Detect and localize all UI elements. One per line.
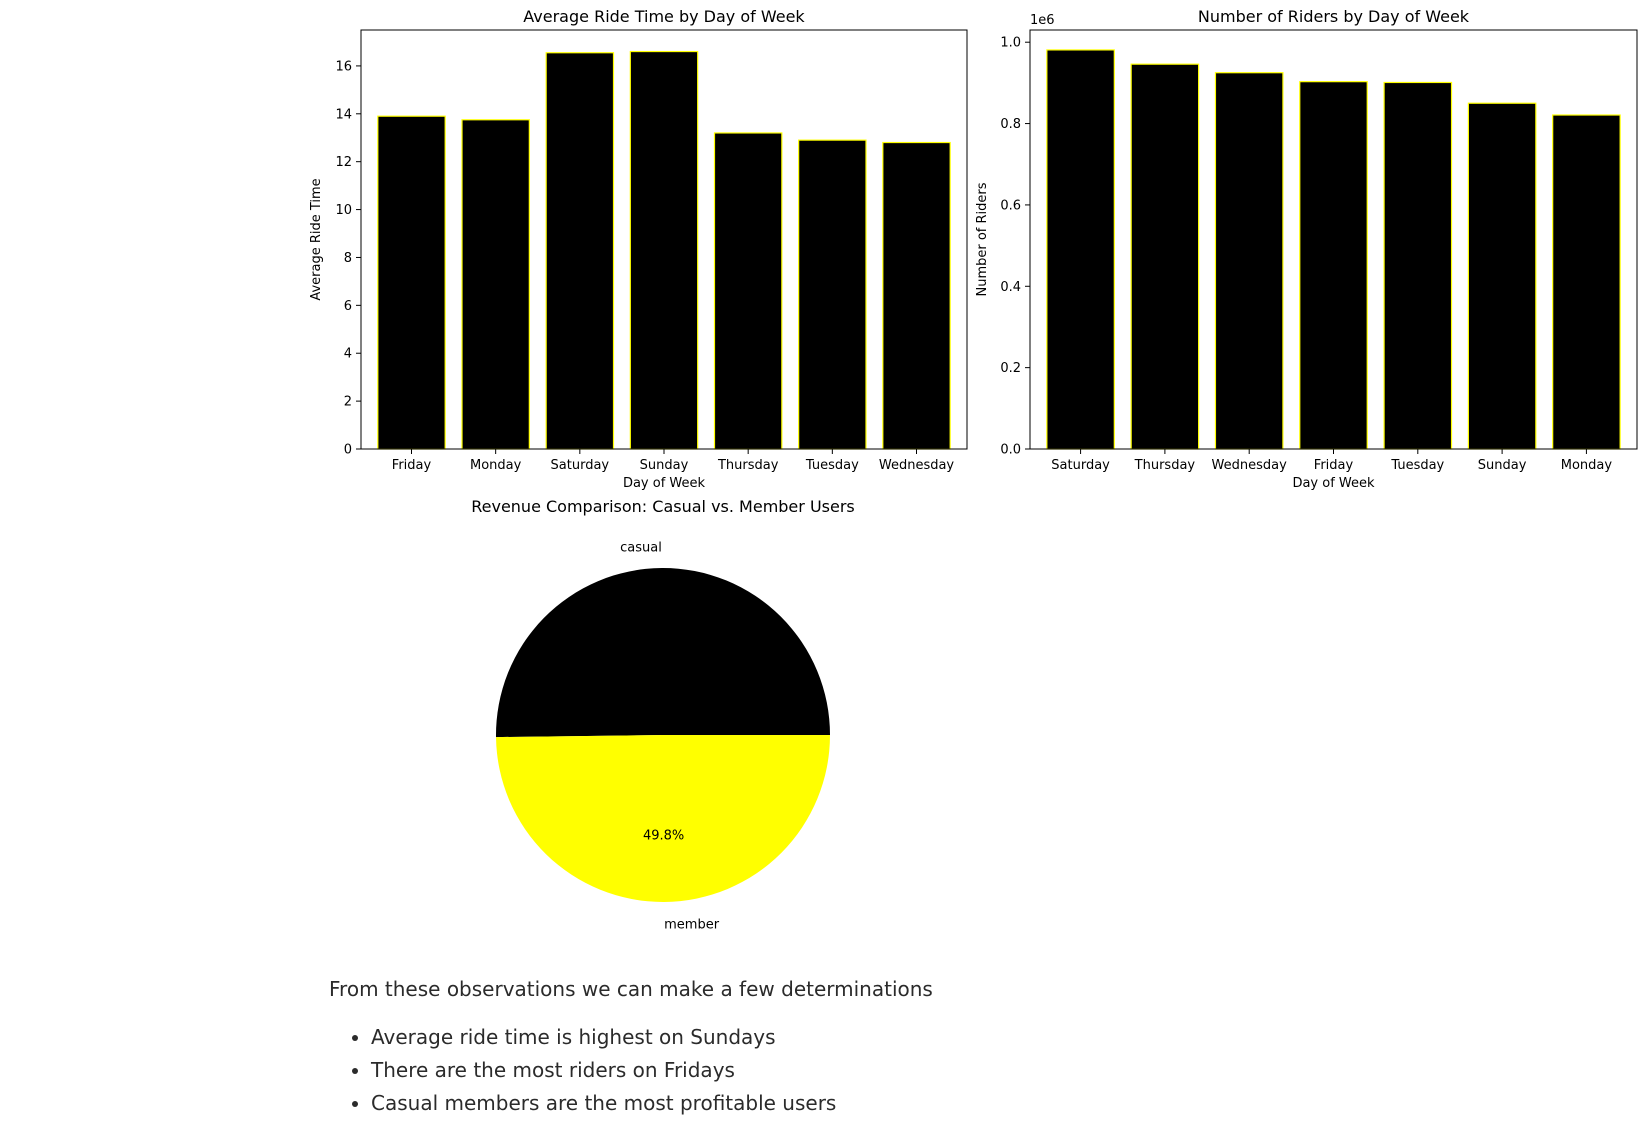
pie-slice [496, 735, 830, 902]
bar [1299, 81, 1368, 450]
chart-title: Average Ride Time by Day of Week [523, 7, 805, 26]
bar [1467, 102, 1537, 450]
x-tick-label: Thursday [1134, 458, 1196, 473]
avg-ride-time-chart: 0 2 4 6 8 10 12 14 16 Friday Monday Saturday Sunday T… [309, 7, 968, 491]
x-tick-label: Monday [470, 458, 522, 473]
x-tick-label: Tuesday [805, 458, 859, 473]
bar [377, 115, 446, 450]
y-tick-label: 0.6 [1000, 198, 1021, 213]
y-tick-label: 16 [335, 59, 352, 74]
x-tick-label: Friday [392, 458, 432, 473]
bar [629, 50, 699, 450]
bar [1130, 63, 1200, 450]
bar [461, 119, 530, 450]
riders-count-chart: 0.0 0.2 0.4 0.6 0.8 1.0 Saturday Thursday Wednes… [975, 7, 1638, 491]
bar-charts-figure: 0 2 4 6 8 10 12 14 16 Friday Monday Saturday Sunday T… [309, 7, 1638, 491]
observation-item: Average ride time is highest on Sundays [371, 1021, 1229, 1054]
x-axis-label: Day of Week [623, 476, 706, 491]
x-tick-label: Saturday [551, 458, 610, 473]
slice-label: casual [620, 540, 662, 555]
bar [1383, 81, 1453, 450]
revenue-pie-chart: casual member 49.8% Revenue Comparison: Cas… [471, 497, 855, 930]
bar [1214, 72, 1284, 450]
x-tick-label: Thursday [717, 458, 779, 473]
y-tick-label: 0 [344, 443, 352, 458]
observation-item: Casual members are the most profitable u… [371, 1087, 1229, 1120]
bar [882, 141, 951, 450]
x-tick-label: Sunday [640, 458, 689, 473]
pie-chart-figure: casual member 49.8% Revenue Comparison: Cas… [471, 497, 855, 930]
slice-percent-label: 49.8% [643, 829, 684, 844]
y-tick-label: 10 [335, 203, 352, 218]
y-tick-label: 12 [335, 155, 352, 170]
y-tick-label: 2 [344, 395, 352, 410]
bar [545, 52, 615, 450]
x-tick-label: Wednesday [1212, 458, 1288, 473]
y-tick-label: 1.0 [1000, 36, 1021, 51]
x-tick-label: Sunday [1478, 458, 1527, 473]
x-tick-label: Wednesday [879, 458, 955, 473]
y-tick-label: 0.4 [1000, 280, 1021, 295]
observations-section: From these observations we can make a fe… [329, 975, 1229, 1120]
y-axis-label: Average Ride Time [309, 178, 324, 300]
bar [713, 132, 783, 450]
bar [1552, 114, 1621, 450]
y-tick-label: 14 [335, 107, 352, 122]
y-axis-label: Number of Riders [975, 182, 990, 296]
x-tick-label: Monday [1561, 458, 1613, 473]
pie-slice [495, 567, 830, 738]
bar [1046, 49, 1115, 450]
observations-list: Average ride time is highest on Sundays … [329, 1021, 1229, 1120]
y-tick-label: 0.0 [1000, 443, 1021, 458]
y-tick-label: 0.2 [1000, 361, 1021, 376]
x-tick-label: Tuesday [1390, 458, 1444, 473]
x-axis-label: Day of Week [1292, 476, 1375, 491]
x-tick-label: Saturday [1051, 458, 1110, 473]
observations-intro: From these observations we can make a fe… [329, 977, 933, 1001]
y-tick-label: 0.8 [1000, 117, 1021, 132]
x-tick-label: Friday [1314, 458, 1354, 473]
bar [798, 139, 867, 450]
y-tick-label: 8 [344, 251, 352, 266]
y-tick-label: 4 [344, 347, 352, 362]
observation-item: There are the most riders on Fridays [371, 1054, 1229, 1087]
slice-label: member [664, 918, 720, 930]
chart-title: Revenue Comparison: Casual vs. Member Us… [471, 497, 855, 516]
y-scale-label: 1e6 [1030, 13, 1055, 28]
chart-title: Number of Riders by Day of Week [1198, 7, 1470, 26]
y-tick-label: 6 [344, 299, 352, 314]
